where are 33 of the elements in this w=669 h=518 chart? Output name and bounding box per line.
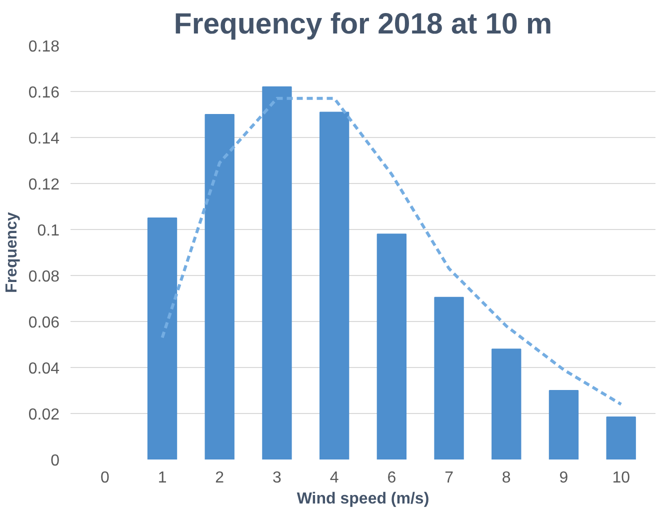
y-tick-label: 0.1 xyxy=(37,222,60,240)
bar xyxy=(434,296,464,460)
x-tick-label: 10 xyxy=(612,470,630,486)
x-tick-label: 7 xyxy=(444,470,454,486)
bar xyxy=(376,234,407,460)
line-series xyxy=(160,96,623,406)
chart-title: Frequency for 2018 at 10 m xyxy=(174,8,552,40)
bar xyxy=(548,390,579,460)
bar xyxy=(204,114,234,460)
bar xyxy=(319,112,350,460)
x-tick-label: 0 xyxy=(100,470,110,486)
y-tick-label: 0.06 xyxy=(28,314,60,332)
bar xyxy=(147,218,178,460)
x-tick-label: 6 xyxy=(387,470,396,486)
y-tick-label: 0.18 xyxy=(28,38,60,56)
x-tick-label: 8 xyxy=(502,470,511,486)
y-tick-label: 0.02 xyxy=(28,406,60,424)
y-tick-label: 0.08 xyxy=(28,268,60,286)
y-tick-label: 0 xyxy=(50,452,60,470)
x-axis-title: Wind speed (m/s) xyxy=(296,490,430,508)
x-tick-label: 1 xyxy=(158,470,167,486)
x-tick-label: 3 xyxy=(272,470,282,486)
y-axis-title: Frequency xyxy=(3,212,20,293)
y-tick-label: 0.04 xyxy=(28,360,60,378)
bar xyxy=(492,348,522,460)
x-tick-label: 2 xyxy=(215,470,224,486)
y-tick-label: 0.12 xyxy=(28,176,60,194)
x-tick-label: 4 xyxy=(330,470,339,486)
x-tick-label: 9 xyxy=(559,470,568,486)
bar xyxy=(606,416,636,460)
bar xyxy=(262,86,292,460)
y-tick-label: 0.14 xyxy=(28,130,60,148)
y-tick-label: 0.16 xyxy=(28,84,60,102)
